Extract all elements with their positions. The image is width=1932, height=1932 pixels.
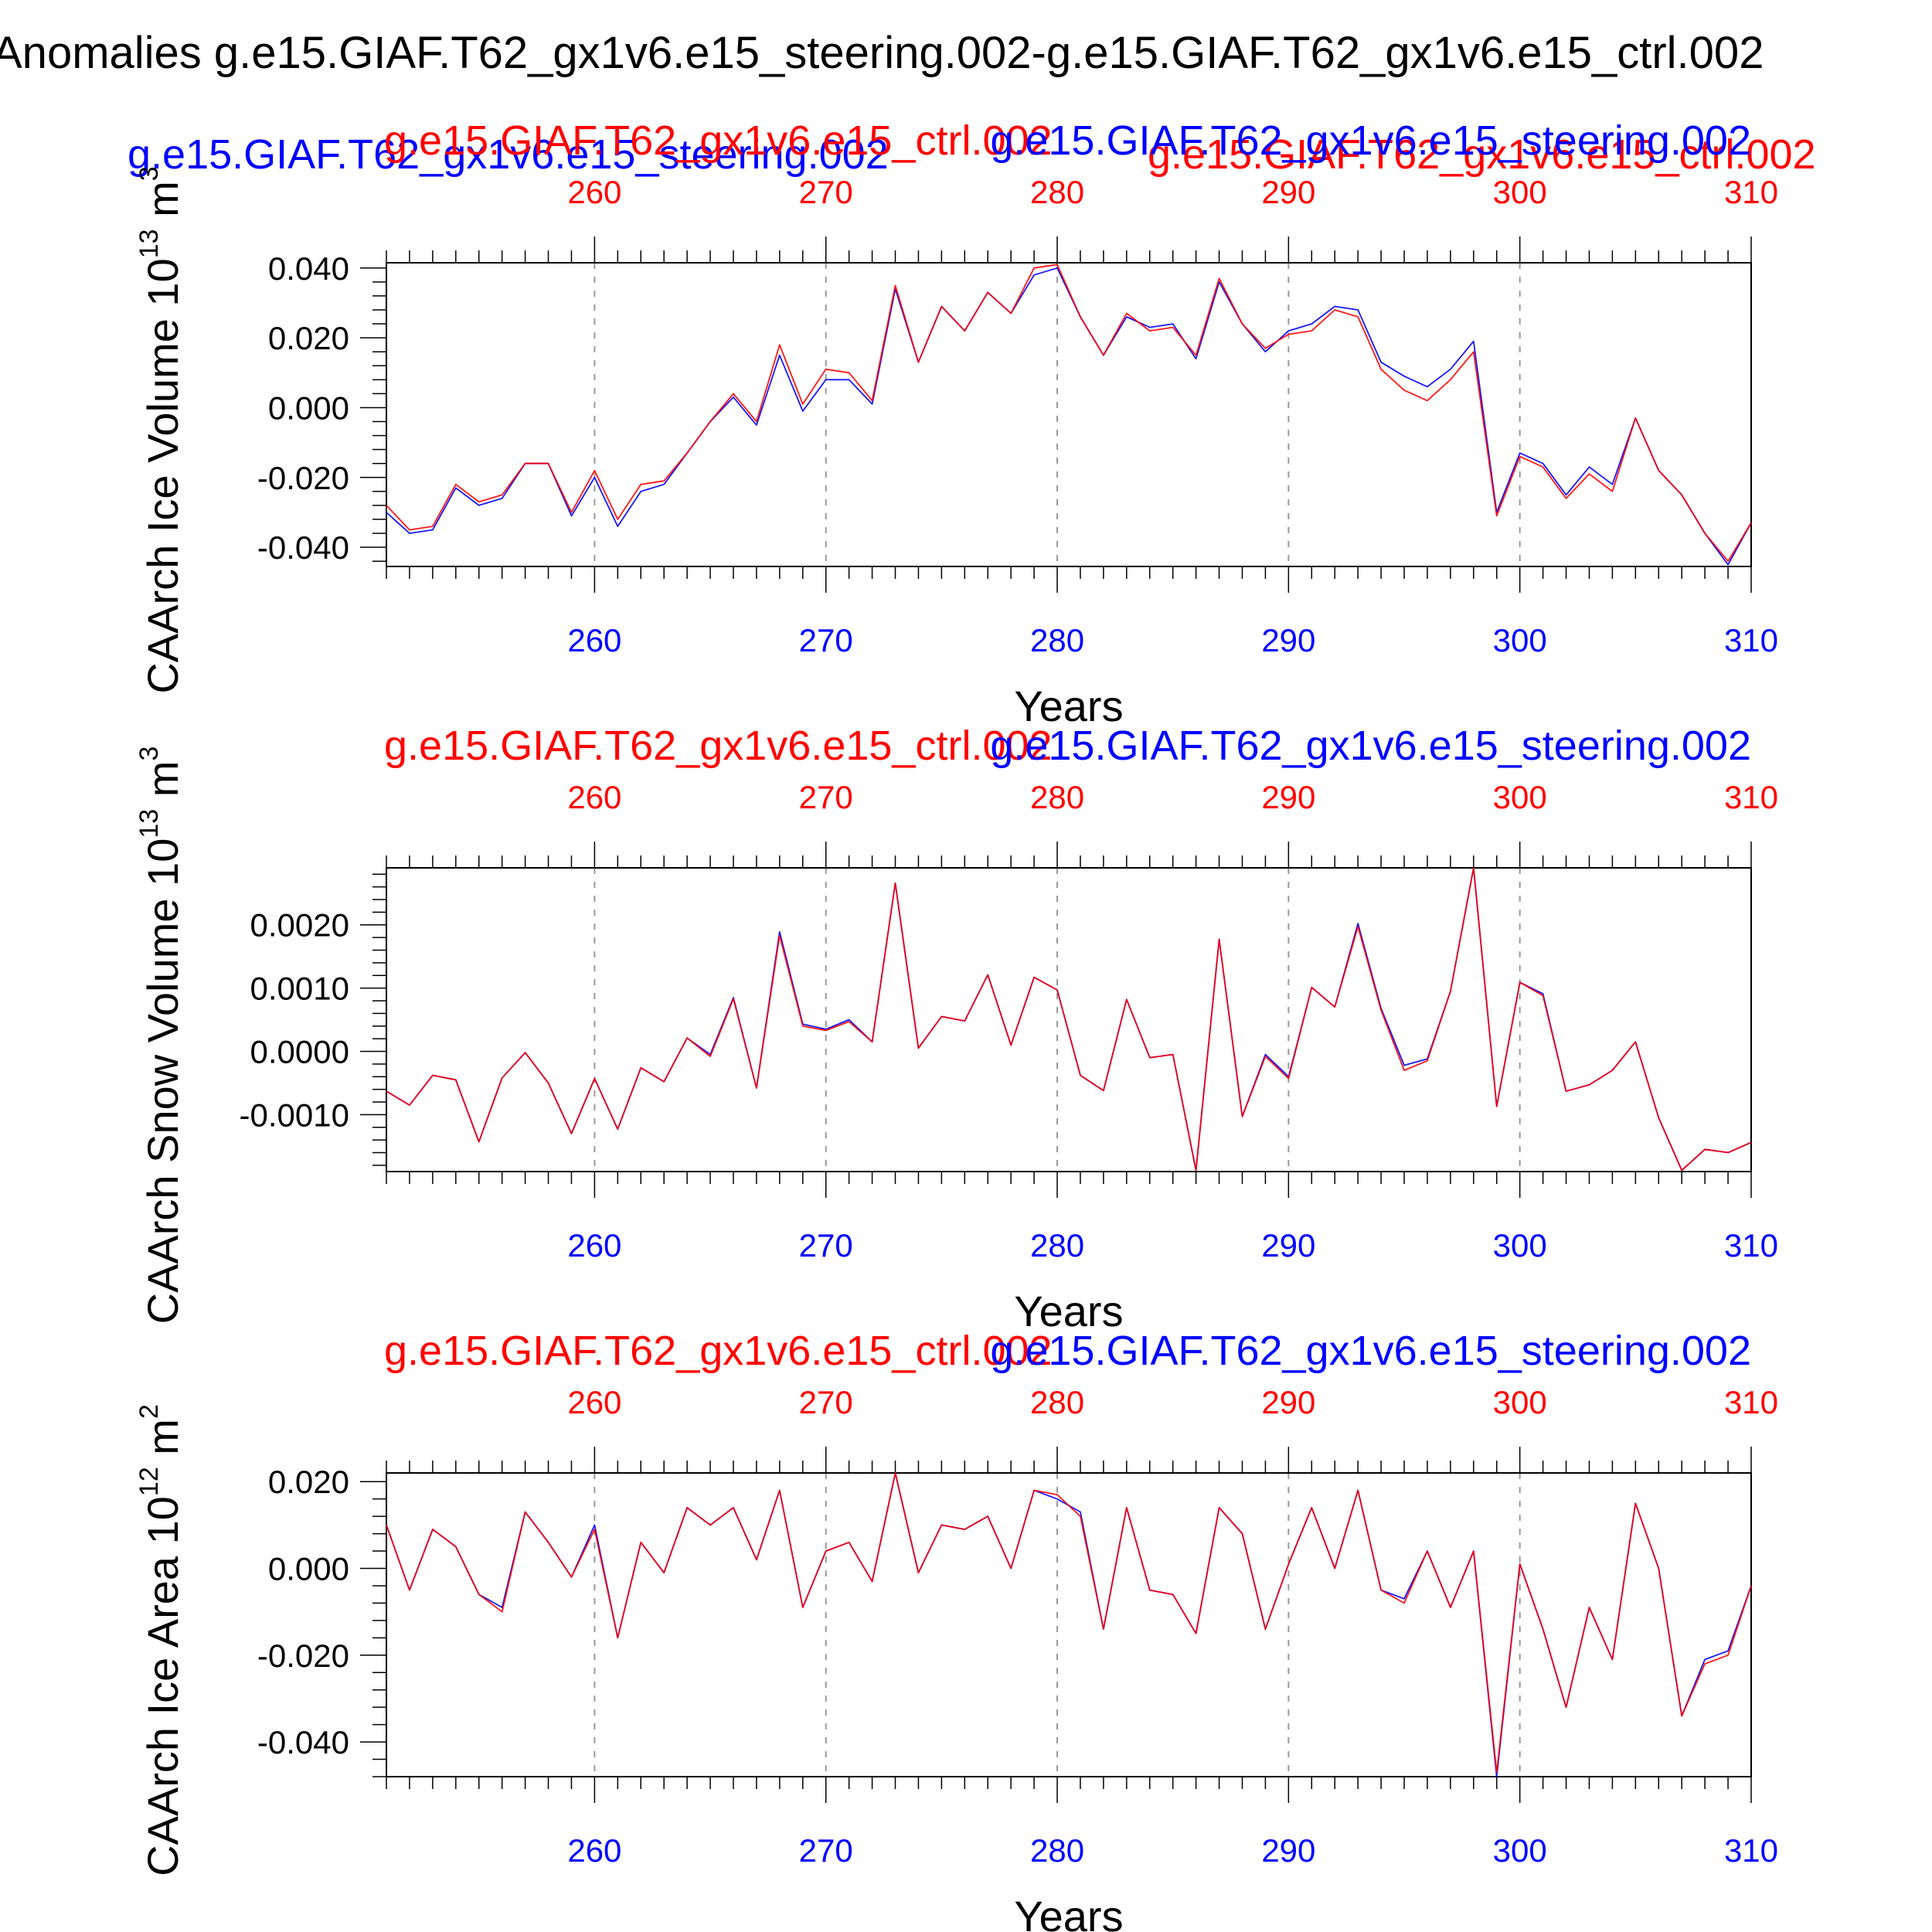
- x-tick-label-bottom: 280: [1030, 1227, 1084, 1264]
- x-axis-label: Years: [1014, 682, 1123, 730]
- x-tick-label-top: 270: [799, 779, 853, 815]
- panel-title-ctrl: g.e15.GIAF.T62_gx1v6.e15_ctrl.002: [384, 723, 1053, 769]
- x-tick-label-top: 260: [567, 174, 621, 210]
- chart-panels: -0.040 -0.020 0.000 0.020 0.040 260 270 280 290 3…: [134, 117, 1778, 1932]
- x-tick-label-bottom: 290: [1261, 1832, 1315, 1869]
- panel-ice-area: -0.040 -0.020 0.000 0.020 260 270 280 290 300 310…: [134, 1328, 1778, 1932]
- x-tick-label-bottom: 270: [799, 1227, 853, 1264]
- y-tick-label: -0.020: [257, 460, 349, 496]
- x-tick-label-top: 310: [1724, 1384, 1778, 1420]
- x-tick-label-bottom: 310: [1724, 1832, 1778, 1869]
- series-line-ctrl: [386, 1472, 1752, 1774]
- y-axis-label: CAArch Ice Area 1012 m2: [134, 1404, 187, 1876]
- plot-frame: [386, 262, 1752, 567]
- y-tick-label: 0.020: [268, 1464, 349, 1500]
- x-tick-label-top: 300: [1493, 1384, 1547, 1420]
- x-tick-label-bottom: 270: [799, 1832, 853, 1869]
- x-tick-label-bottom: 310: [1724, 622, 1778, 658]
- series-line-ctrl: [386, 264, 1752, 563]
- x-tick-label-top: 270: [799, 1384, 853, 1420]
- x-tick-label-bottom: 290: [1261, 1227, 1315, 1264]
- x-tick-label-top: 310: [1724, 779, 1778, 815]
- y-tick-label: 0.0020: [250, 907, 349, 944]
- x-axis-label: Years: [1014, 1287, 1123, 1335]
- x-tick-label-bottom: 270: [799, 622, 853, 658]
- y-tick-label: 0.000: [268, 1551, 349, 1587]
- y-axis-label: CAArch Snow Volume 1013 m3: [134, 747, 187, 1325]
- y-tick-label: 0.040: [268, 250, 349, 287]
- panel-title-steering: g.e15.GIAF.T62_gx1v6.e15_steering.002: [990, 117, 1751, 164]
- panel-title-steering: g.e15.GIAF.T62_gx1v6.e15_steering.002: [990, 723, 1751, 769]
- x-tick-label-bottom: 290: [1261, 622, 1315, 658]
- chart-title: Anomalies g.e15.GIAF.T62_gx1v6.e15_steer…: [0, 28, 1764, 78]
- x-tick-label-top: 290: [1261, 779, 1315, 815]
- x-tick-label-bottom: 260: [567, 1227, 621, 1264]
- x-tick-label-bottom: 260: [567, 1832, 621, 1869]
- y-tick-label: -0.020: [257, 1638, 349, 1674]
- panel-title-ctrl: g.e15.GIAF.T62_gx1v6.e15_ctrl.002: [384, 117, 1053, 164]
- panel-ice-volume: -0.040 -0.020 0.000 0.020 0.040 260 270 280 290 3…: [134, 117, 1778, 730]
- y-tick-label: -0.040: [257, 529, 349, 566]
- y-tick-label: -0.0010: [240, 1097, 349, 1133]
- x-tick-label-top: 260: [567, 779, 621, 815]
- panel-title-steering: g.e15.GIAF.T62_gx1v6.e15_steering.002: [990, 1328, 1751, 1374]
- x-axis-label: Years: [1014, 1892, 1123, 1932]
- series-line-steering: [386, 1472, 1752, 1777]
- x-tick-label-bottom: 300: [1493, 1832, 1547, 1869]
- x-tick-label-top: 300: [1493, 174, 1547, 210]
- panel-snow-volume: -0.0010 0.0000 0.0010 0.0020 260 270 280 290 300…: [134, 723, 1778, 1335]
- header-label-ctrl: g.e15.GIAF.T62_gx1v6.e15_ctrl.002: [1148, 131, 1816, 178]
- x-tick-label-top: 310: [1724, 174, 1778, 210]
- x-tick-label-bottom: 280: [1030, 1832, 1084, 1869]
- x-tick-label-top: 280: [1030, 174, 1084, 210]
- x-tick-label-bottom: 310: [1724, 1227, 1778, 1264]
- x-tick-label-top: 280: [1030, 1384, 1084, 1420]
- x-tick-label-top: 290: [1261, 174, 1315, 210]
- plot-frame: [386, 1472, 1752, 1777]
- y-tick-label: 0.000: [268, 389, 349, 426]
- x-tick-label-bottom: 280: [1030, 622, 1084, 658]
- series-line-steering: [386, 267, 1752, 566]
- y-tick-label: -0.040: [257, 1724, 349, 1760]
- x-tick-label-bottom: 300: [1493, 1227, 1547, 1264]
- series-line-steering: [386, 867, 1752, 1172]
- panel-title-ctrl: g.e15.GIAF.T62_gx1v6.e15_ctrl.002: [384, 1328, 1053, 1374]
- x-tick-label-top: 260: [567, 1384, 621, 1420]
- y-axis-label: CAArch Ice Volume 1013 m3: [134, 166, 187, 693]
- x-tick-label-bottom: 260: [567, 622, 621, 658]
- x-tick-label-top: 280: [1030, 779, 1084, 815]
- y-tick-label: 0.0000: [250, 1033, 349, 1070]
- x-tick-label-top: 290: [1261, 1384, 1315, 1420]
- y-tick-label: 0.020: [268, 320, 349, 356]
- x-tick-label-bottom: 300: [1493, 622, 1547, 658]
- x-tick-label-top: 270: [799, 174, 853, 210]
- series-line-ctrl: [386, 867, 1752, 1172]
- plot-frame: [386, 867, 1752, 1172]
- x-tick-label-top: 300: [1493, 779, 1547, 815]
- y-tick-label: 0.0010: [250, 971, 349, 1007]
- header-label-steering: g.e15.GIAF.T62_gx1v6.e15_steering.002: [128, 131, 889, 178]
